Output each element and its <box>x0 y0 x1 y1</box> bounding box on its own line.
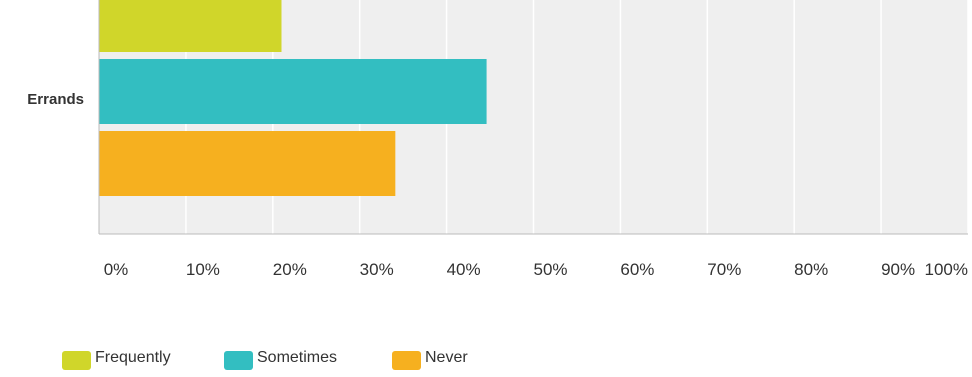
x-tick-label: 70% <box>707 260 741 279</box>
legend-label: Sometimes <box>257 349 337 366</box>
x-tick-label: 0% <box>104 260 129 279</box>
legend-item-frequently: Frequently <box>62 349 171 370</box>
bar-frequently <box>99 0 282 52</box>
x-tick-label: 50% <box>533 260 567 279</box>
x-tick-label: 40% <box>447 260 481 279</box>
legend-item-never: Never <box>392 349 468 370</box>
category-label: Errands <box>27 91 84 108</box>
x-tick-label: 90% <box>881 260 915 279</box>
legend-swatch <box>392 351 421 370</box>
x-tick-label: 30% <box>360 260 394 279</box>
legend-item-sometimes: Sometimes <box>224 349 337 370</box>
legend-label: Never <box>425 349 468 366</box>
legend: Frequently Sometimes Never <box>62 349 468 370</box>
bar-never <box>99 131 396 196</box>
legend-swatch <box>62 351 91 370</box>
x-tick-label: 80% <box>794 260 828 279</box>
x-tick-label: 20% <box>273 260 307 279</box>
legend-label: Frequently <box>95 349 171 366</box>
bars <box>99 0 487 196</box>
x-tick-labels: 0% 10% 20% 30% 40% 50% 60% 70% 80% 90% 100% <box>104 260 968 279</box>
legend-swatch <box>224 351 253 370</box>
x-tick-label: 10% <box>186 260 220 279</box>
x-tick-label: 60% <box>620 260 654 279</box>
category-labels: Errands <box>27 91 84 108</box>
bar-sometimes <box>99 59 487 124</box>
x-tick-label: 100% <box>925 260 968 279</box>
